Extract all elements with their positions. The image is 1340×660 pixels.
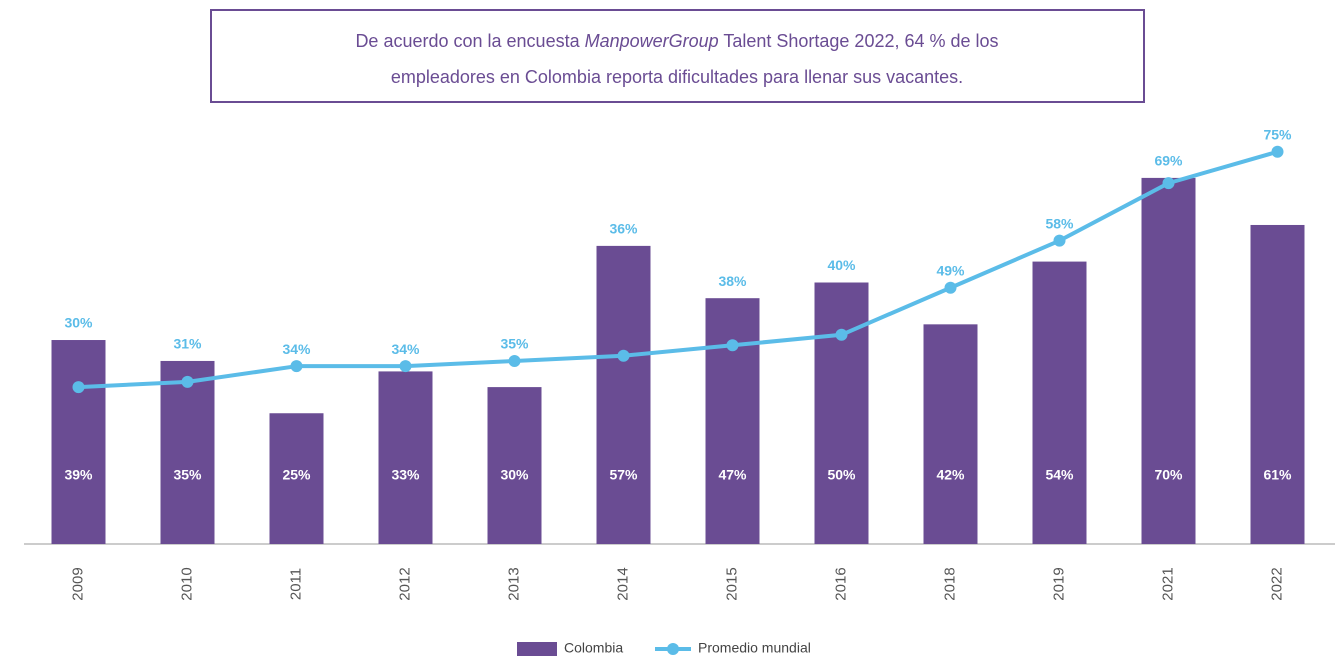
bar-value-label: 70% <box>1154 467 1183 483</box>
legend-label: Colombia <box>564 640 623 656</box>
bar <box>705 298 760 544</box>
line <box>78 149 1279 390</box>
line-point <box>726 339 739 352</box>
line-point <box>508 354 521 367</box>
line-value-label: 31% <box>173 336 202 352</box>
line-value-label: 34% <box>391 341 420 357</box>
x-tick-label: 2015 <box>723 567 740 600</box>
bar-value-label: 57% <box>609 467 638 483</box>
line-point <box>1053 234 1066 247</box>
title-box <box>210 9 1145 103</box>
bar <box>814 282 869 544</box>
line-point <box>1162 177 1175 190</box>
bar-value-label: 35% <box>173 467 202 483</box>
bar <box>51 340 106 544</box>
line-point <box>944 281 957 294</box>
line-value-label: 75% <box>1263 126 1292 142</box>
bar-value-label: 47% <box>718 467 747 483</box>
x-tick-label: 2019 <box>1050 567 1067 600</box>
line-value-label: 49% <box>936 262 965 278</box>
line-value-label: 36% <box>609 221 638 237</box>
x-tick-label: 2009 <box>69 567 86 600</box>
bar-value-label: 39% <box>64 467 93 483</box>
line-value-label: 30% <box>64 315 93 331</box>
line-point <box>290 360 303 373</box>
bar-value-label: 25% <box>282 467 311 483</box>
line-value-label: 34% <box>282 341 311 357</box>
x-tick-label: 2012 <box>396 567 413 600</box>
line-value-label: 58% <box>1045 215 1074 231</box>
x-tick-label: 2022 <box>1268 567 1285 600</box>
bar <box>1250 224 1305 544</box>
bar-value-label: 61% <box>1263 467 1292 483</box>
line-point <box>181 375 194 388</box>
legend-swatch <box>517 642 557 656</box>
x-tick-label: 2014 <box>614 567 631 600</box>
bar <box>1032 261 1087 544</box>
line-value-label: 69% <box>1154 153 1183 169</box>
title-part: ManpowerGroup <box>585 31 719 51</box>
line-value-label: 40% <box>827 257 856 273</box>
line-value-label: 35% <box>500 336 529 352</box>
bar <box>1141 177 1196 544</box>
chart-title: empleadores en Colombia reporta dificult… <box>391 67 963 87</box>
x-tick-label: 2016 <box>832 567 849 600</box>
bar <box>160 360 215 544</box>
line-point <box>617 349 630 362</box>
line-point <box>1271 145 1284 158</box>
chart-title: De acuerdo con la encuesta ManpowerGroup… <box>355 31 998 51</box>
line-point <box>399 360 412 373</box>
bar <box>923 324 978 544</box>
line-point <box>72 381 85 394</box>
x-tick-label: 2018 <box>941 567 958 600</box>
bar-value-label: 33% <box>391 467 420 483</box>
x-tick-label: 2011 <box>287 568 304 600</box>
line-point <box>835 328 848 341</box>
bar-value-label: 54% <box>1045 467 1074 483</box>
x-tick-label: 2021 <box>1159 567 1176 600</box>
title-part: Talent Shortage 2022, 64 % de los <box>719 31 999 51</box>
legend-swatch <box>667 643 679 655</box>
bar-value-label: 30% <box>500 467 529 483</box>
bar <box>487 387 542 544</box>
bar-value-label: 50% <box>827 467 856 483</box>
bar <box>378 371 433 544</box>
bar <box>596 245 651 544</box>
legend-label: Promedio mundial <box>698 640 811 656</box>
bar <box>269 413 324 544</box>
title-part: De acuerdo con la encuesta <box>355 31 584 51</box>
bar-value-label: 42% <box>936 467 965 483</box>
x-tick-label: 2013 <box>505 567 522 600</box>
line-value-label: 38% <box>718 273 747 289</box>
x-tick-label: 2010 <box>178 567 195 600</box>
